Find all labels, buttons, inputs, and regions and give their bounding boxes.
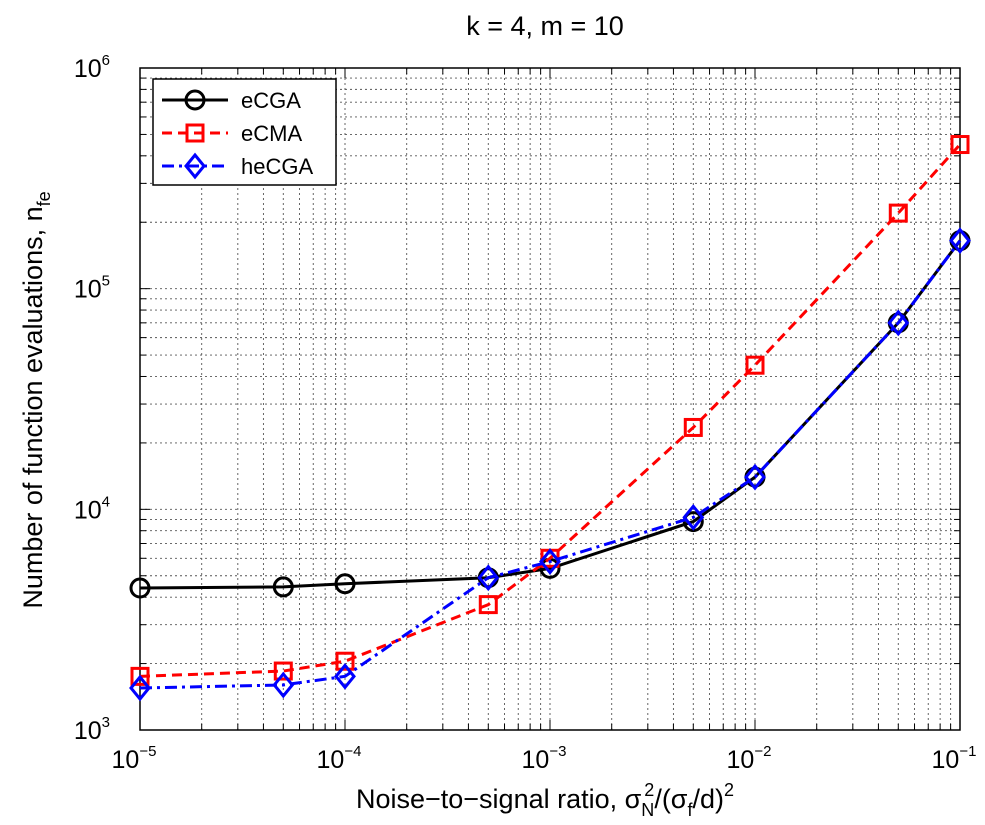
chart-title: k = 4, m = 10: [466, 11, 624, 41]
data-point: [949, 227, 971, 255]
data-point: [273, 661, 293, 681]
legend-marker: [185, 123, 205, 143]
legend-label: eCMA: [241, 121, 302, 146]
y-tick-label: 106: [74, 52, 110, 83]
y-tick-label: 104: [74, 493, 110, 524]
data-point: [272, 576, 294, 598]
legend-marker: [184, 89, 206, 111]
data-point: [477, 564, 500, 592]
x-tick-label: 10−4: [317, 743, 362, 774]
legend-marker: [184, 152, 206, 180]
y-tick-labels: 103 104 105 106: [74, 52, 110, 745]
x-tick-label: 10−5: [112, 743, 157, 774]
series-heCGA: [129, 227, 971, 702]
data-point: [744, 463, 766, 491]
series-group: [129, 135, 971, 702]
x-tick-label: 10−2: [727, 743, 772, 774]
data-point: [539, 548, 561, 575]
data-point: [334, 573, 356, 595]
axis-ticks: [139, 68, 960, 731]
y-tick-label: 103: [74, 714, 110, 745]
data-point: [130, 666, 150, 686]
data-point: [745, 355, 765, 375]
series-line: [139, 143, 962, 678]
data-point: [335, 651, 355, 671]
data-point: [683, 417, 703, 437]
data-point: [950, 135, 970, 155]
legend-label: eCGA: [241, 88, 301, 113]
x-tick-label: 10−3: [522, 743, 567, 774]
data-point: [887, 309, 910, 337]
y-axis-label: Number of function evaluations, nfe: [18, 191, 54, 608]
x-tick-labels: 10−5 10−4 10−3 10−2 10−1: [112, 743, 977, 774]
legend-label: heCGA: [241, 154, 313, 179]
data-point: [682, 503, 705, 531]
data-point: [478, 595, 498, 615]
x-tick-label: 10−1: [932, 743, 977, 774]
series-line: [139, 239, 962, 690]
x-axis-label: Noise−to−signal ratio, σN2/(σf/d)2: [356, 780, 734, 820]
data-point: [888, 203, 908, 223]
y-tick-label: 105: [74, 273, 110, 304]
data-point: [272, 671, 295, 699]
data-point: [129, 577, 151, 599]
data-point: [129, 674, 151, 702]
data-point: [334, 663, 356, 690]
legend: eCGA eCMA heCGA: [152, 78, 337, 186]
